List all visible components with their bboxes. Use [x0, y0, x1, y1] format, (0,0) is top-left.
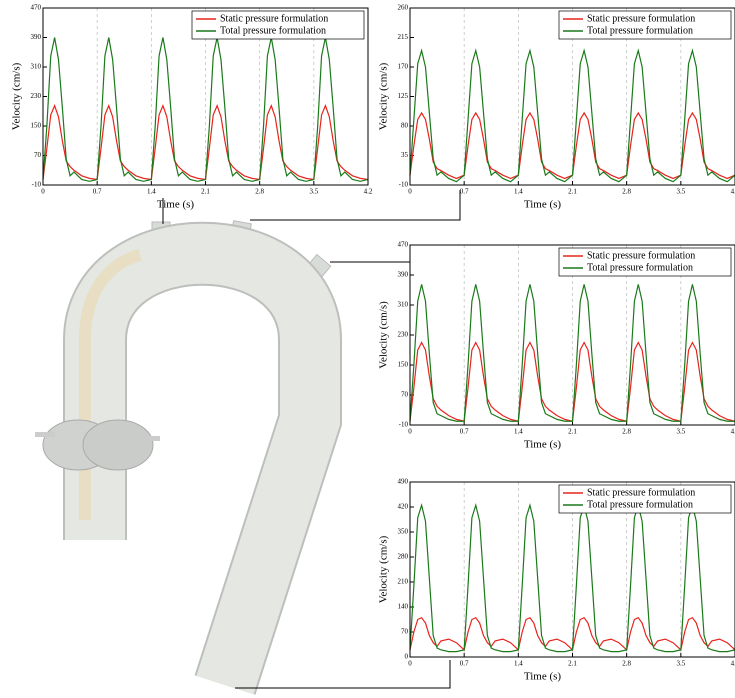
legend-label: Static pressure formulation — [587, 250, 695, 261]
y-tick-label: 470 — [31, 4, 42, 12]
x-tick-label: 4.2 — [364, 188, 373, 196]
y-tick-label: 70 — [401, 628, 409, 636]
series-line — [409, 48, 735, 183]
x-tick-label: 4.2 — [731, 188, 735, 196]
y-axis-label: Velocity (cm/s) — [11, 62, 23, 130]
y-tick-label: -10 — [399, 421, 409, 429]
legend-label: Total pressure formulation — [587, 25, 693, 36]
y-tick-label: 125 — [398, 92, 409, 100]
y-tick-label: 230 — [398, 331, 409, 339]
x-tick-label: 0.7 — [460, 428, 469, 436]
x-axis-label: Time (s) — [524, 439, 562, 451]
x-tick-label: 2.1 — [568, 188, 577, 196]
plot-frame — [409, 244, 735, 426]
x-tick-label: 0.7 — [460, 188, 469, 196]
aorta-model — [35, 220, 342, 695]
y-axis-label: Velocity (cm/s) — [378, 301, 390, 369]
y-tick-label: 350 — [398, 528, 409, 536]
y-tick-label: 260 — [398, 4, 409, 12]
y-tick-label: 0 — [405, 653, 409, 661]
chart: 0 0.7 1.4 2.1 2.8 3.5 4.2 0 70 140 210 280 350 420 490… — [378, 478, 735, 683]
y-tick-label: 490 — [398, 478, 409, 486]
connectors — [162, 190, 461, 689]
chart: 0 0.7 1.4 2.1 2.8 3.5 4.2 -10 70 150 230 310 390 470 T… — [378, 241, 735, 451]
y-tick-label: 215 — [398, 33, 409, 41]
x-axis-label: Time (s) — [157, 199, 195, 211]
x-tick-label: 3.5 — [676, 428, 685, 436]
x-tick-label: 2.8 — [622, 188, 631, 196]
x-tick-label: 4.2 — [731, 660, 735, 668]
y-tick-label: 390 — [398, 271, 409, 279]
x-tick-label: 2.1 — [568, 428, 577, 436]
y-tick-label: 470 — [398, 241, 409, 249]
y-tick-label: 210 — [398, 578, 409, 586]
legend-label: Total pressure formulation — [587, 262, 693, 273]
x-tick-label: 0 — [408, 188, 412, 196]
x-tick-label: 3.5 — [676, 188, 685, 196]
legend-box — [558, 10, 732, 40]
y-tick-label: 420 — [398, 503, 409, 511]
x-tick-label: 1.4 — [514, 660, 523, 668]
x-tick-label: 1.4 — [147, 188, 156, 196]
legend-label: Total pressure formulation — [220, 25, 326, 36]
y-tick-label: 80 — [401, 122, 409, 130]
y-axis-label: Velocity (cm/s) — [378, 62, 390, 130]
y-axis-label: Velocity (cm/s) — [378, 535, 390, 603]
y-tick-label: -10 — [399, 181, 409, 189]
y-tick-label: 310 — [31, 63, 42, 71]
x-tick-label: 1.4 — [514, 188, 523, 196]
x-tick-label: 2.1 — [201, 188, 210, 196]
y-tick-label: 310 — [398, 301, 409, 309]
y-tick-label: 140 — [398, 603, 409, 611]
legend-label: Static pressure formulation — [220, 13, 328, 24]
x-tick-label: 3.5 — [309, 188, 318, 196]
x-axis-label: Time (s) — [524, 199, 562, 211]
plot-frame — [409, 7, 735, 186]
x-axis-label: Time (s) — [524, 671, 562, 683]
legend-label: Total pressure formulation — [587, 499, 693, 510]
series-line — [409, 284, 735, 422]
y-tick-label: 230 — [31, 92, 42, 100]
y-tick-label: 280 — [398, 553, 409, 561]
y-tick-label: 170 — [398, 63, 409, 71]
x-tick-label: 1.4 — [514, 428, 523, 436]
y-tick-label: 70 — [34, 151, 42, 159]
x-tick-label: 4.2 — [731, 428, 735, 436]
chart: 0 0.7 1.4 2.1 2.8 3.5 4.2 -10 70 150 230 310 390 470 T… — [11, 4, 373, 211]
plot-frame — [409, 481, 735, 658]
y-tick-label: 390 — [31, 33, 42, 41]
x-tick-label: 0 — [408, 428, 412, 436]
x-tick-label: 0 — [408, 660, 412, 668]
legend-box — [191, 10, 365, 40]
y-tick-label: -10 — [32, 181, 42, 189]
legend-label: Static pressure formulation — [587, 13, 695, 24]
chart: 0 0.7 1.4 2.1 2.8 3.5 4.2 -10 35 80 125 170 215 260 Ti… — [378, 4, 735, 211]
x-tick-label: 2.8 — [622, 660, 631, 668]
series-line — [42, 37, 369, 182]
x-tick-label: 2.8 — [255, 188, 264, 196]
series-line — [409, 502, 735, 653]
y-tick-label: 35 — [401, 151, 409, 159]
legend-label: Static pressure formulation — [587, 487, 695, 498]
x-tick-label: 2.1 — [568, 660, 577, 668]
x-tick-label: 2.8 — [622, 428, 631, 436]
y-tick-label: 150 — [31, 122, 42, 130]
y-tick-label: 70 — [401, 391, 409, 399]
x-tick-label: 0 — [41, 188, 45, 196]
y-tick-label: 150 — [398, 361, 409, 369]
plot-frame — [42, 7, 369, 186]
x-tick-label: 3.5 — [676, 660, 685, 668]
x-tick-label: 0.7 — [93, 188, 102, 196]
legend-box — [558, 484, 732, 514]
legend-box — [558, 247, 732, 277]
x-tick-label: 0.7 — [460, 660, 469, 668]
